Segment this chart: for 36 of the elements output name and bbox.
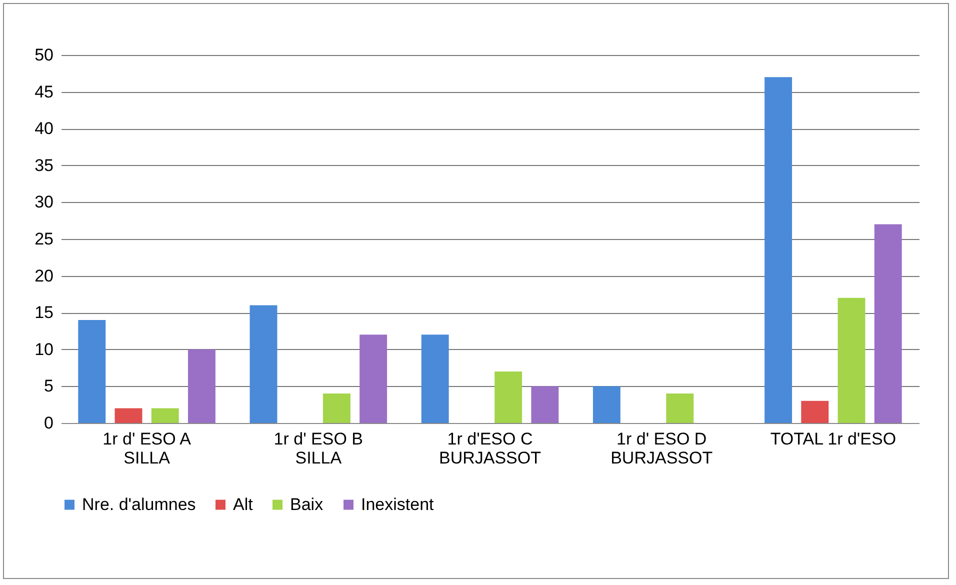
- legend-label: Baix: [290, 494, 324, 514]
- y-tick-label: 30: [34, 192, 54, 212]
- bar: [421, 334, 449, 423]
- bar: [322, 394, 350, 423]
- y-tick-label: 10: [34, 340, 54, 359]
- x-tick-label: 1r d' ESO A SILLA: [102, 430, 192, 468]
- legend-label: Alt: [233, 494, 254, 514]
- y-tick-label: 45: [34, 82, 54, 102]
- x-tick-label: 1r d' ESO B SILLA: [274, 430, 364, 468]
- bar: [494, 371, 522, 423]
- legend-label: Nre. d'alumnes: [82, 494, 196, 514]
- x-tick-label: TOTAL 1r d'ESO: [770, 430, 896, 448]
- bar: [764, 77, 792, 423]
- y-tick-label: 35: [34, 156, 54, 175]
- x-tick-label: 1r d'ESO C BURJASSOT: [438, 430, 542, 468]
- bar: [838, 298, 866, 423]
- y-tick-label: 0: [44, 414, 54, 432]
- x-tick-label: 1r d' ESO D BURJASSOT: [610, 430, 713, 468]
- bar: [114, 408, 142, 423]
- bar: [188, 349, 216, 423]
- bar: [360, 334, 388, 423]
- y-tick-label: 5: [44, 376, 54, 396]
- bar: [666, 394, 694, 423]
- bar: [801, 400, 829, 423]
- y-tick-label: 50: [34, 46, 54, 64]
- bar: [592, 386, 620, 423]
- bar: [531, 386, 559, 423]
- bar: [250, 305, 278, 423]
- legend-label: Inexistent: [361, 494, 434, 514]
- bar: [151, 408, 179, 423]
- bar: [78, 320, 106, 423]
- y-tick-label: 15: [34, 303, 54, 322]
- y-tick-label: 40: [34, 119, 54, 138]
- y-tick-label: 20: [34, 266, 54, 286]
- y-tick-label: 25: [34, 230, 54, 248]
- bar: [874, 224, 902, 423]
